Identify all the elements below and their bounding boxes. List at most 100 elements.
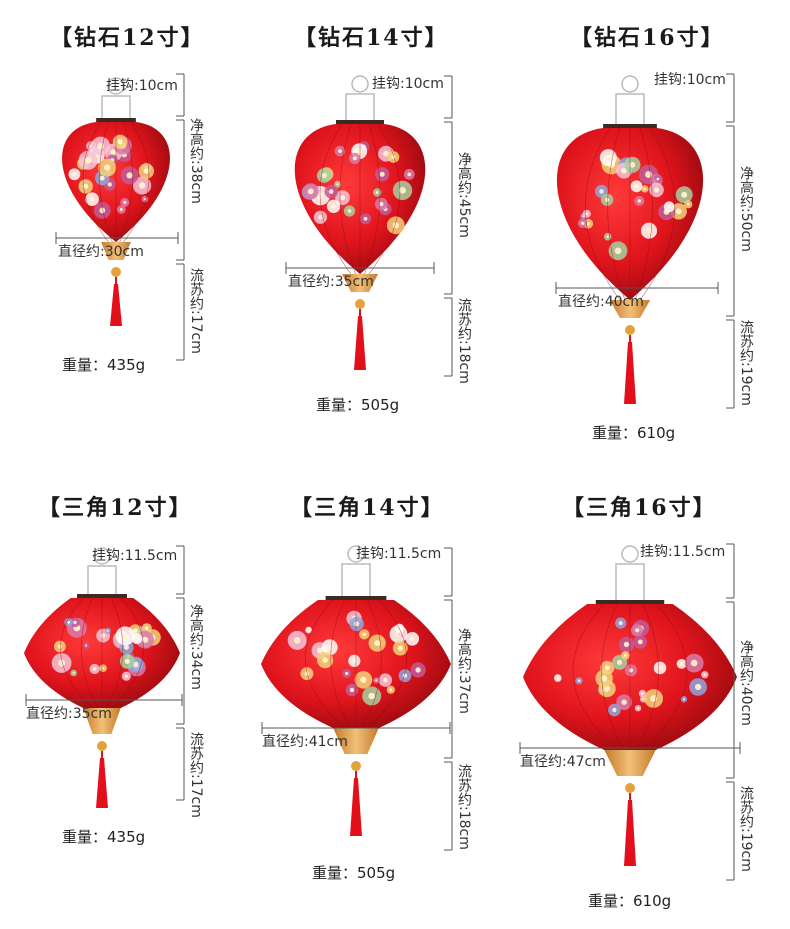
flower-center [379,201,384,207]
lantern-rib [82,121,109,243]
flower-center [374,640,381,647]
flower-center [577,679,581,683]
diameter-label: 直径约:35cm [26,706,112,722]
lantern-rib [106,597,124,709]
lantern-rib [361,599,382,729]
hook-wire [615,563,645,602]
flower-center [67,620,71,624]
flower-center [84,157,92,164]
flower-center [637,639,643,645]
flower-center [360,676,367,684]
tassel [624,342,636,404]
lantern-rib [584,127,621,301]
flower-center [123,200,127,204]
flower-center [336,183,339,186]
flower-center [379,171,385,177]
flower-center [58,659,66,667]
lantern-rib [339,123,356,275]
diameter-label: 直径约:40cm [558,294,644,310]
bead [625,325,635,335]
bead [97,741,107,751]
lantern-rib [607,127,626,301]
hook-wire [341,563,371,598]
bead [355,299,365,309]
flower-center [100,633,106,638]
lantern-rib [636,603,659,751]
flower-center [293,637,301,644]
flower-center [407,172,412,177]
hook-ring [347,545,365,563]
flower-center [636,707,640,710]
product-title: 【三角12寸】 [38,495,193,521]
flower-center [107,182,113,187]
flower-center [646,227,652,234]
lantern-rib [367,599,407,729]
flower-center [117,139,123,145]
lantern [294,75,426,370]
flower-center [349,687,355,693]
flower-center [362,632,367,637]
bead [111,267,121,277]
flower-center [637,199,641,203]
bottom-cap [101,242,131,260]
flower-center [399,187,406,194]
flower-center [656,177,660,181]
lantern-rib [330,599,351,729]
flower-center [352,658,357,664]
top-cap [595,600,665,606]
top-cap [336,120,384,126]
lantern-rib [319,123,352,275]
weight-label: 重量：505g [316,396,400,414]
tassel [110,284,122,326]
lantern [556,75,704,404]
bead [625,783,635,793]
flower-center [653,187,660,193]
tassel-length-label: 流苏约:18cm [456,764,472,850]
flower-center [104,164,111,171]
lantern-rib [123,121,150,243]
product-title: 【钻石16寸】 [570,25,725,51]
flower-center [73,620,77,625]
net-height-label: 净高约:38cm [188,118,204,204]
flower-center [124,644,129,650]
flower-center [83,183,89,189]
tassel-length-label: 流苏约:17cm [188,268,204,354]
bead [351,761,361,771]
flower-center [606,235,609,238]
flower-center [556,676,560,680]
flower-center [354,621,360,627]
flower-center [339,195,346,201]
flower-center [375,679,378,682]
flower-center [642,697,645,701]
product-title: 【三角16寸】 [562,495,717,521]
diameter-label: 直径约:41cm [262,734,348,750]
lantern-rib [364,123,381,275]
diameter-label: 直径约:30cm [58,244,144,260]
flower-center [307,188,314,195]
flower-center [623,653,627,657]
lantern-rib [111,597,144,709]
flower-center [686,202,690,206]
hook-wire [345,93,375,122]
flower-center [614,247,622,255]
bottom-cap [333,728,379,754]
top-cap [96,118,136,124]
net-height-label: 净高约:40cm [738,640,754,726]
tassel [354,316,366,370]
flower-center [586,222,590,226]
flower-center [604,685,611,692]
lantern-rib [305,599,345,729]
flower-center [347,209,352,213]
net-height-label: 净高约:37cm [456,628,472,714]
flower-center [679,662,684,666]
flower-center [703,673,707,676]
hook-wire [615,93,645,126]
flower-center [142,636,149,643]
flower-center [612,707,617,713]
flower-center [415,667,421,673]
lantern-rib [80,597,98,709]
hook-wire [101,95,131,120]
product-title: 【钻石12寸】 [50,25,205,51]
flower-center [307,628,310,632]
lantern [523,545,737,866]
